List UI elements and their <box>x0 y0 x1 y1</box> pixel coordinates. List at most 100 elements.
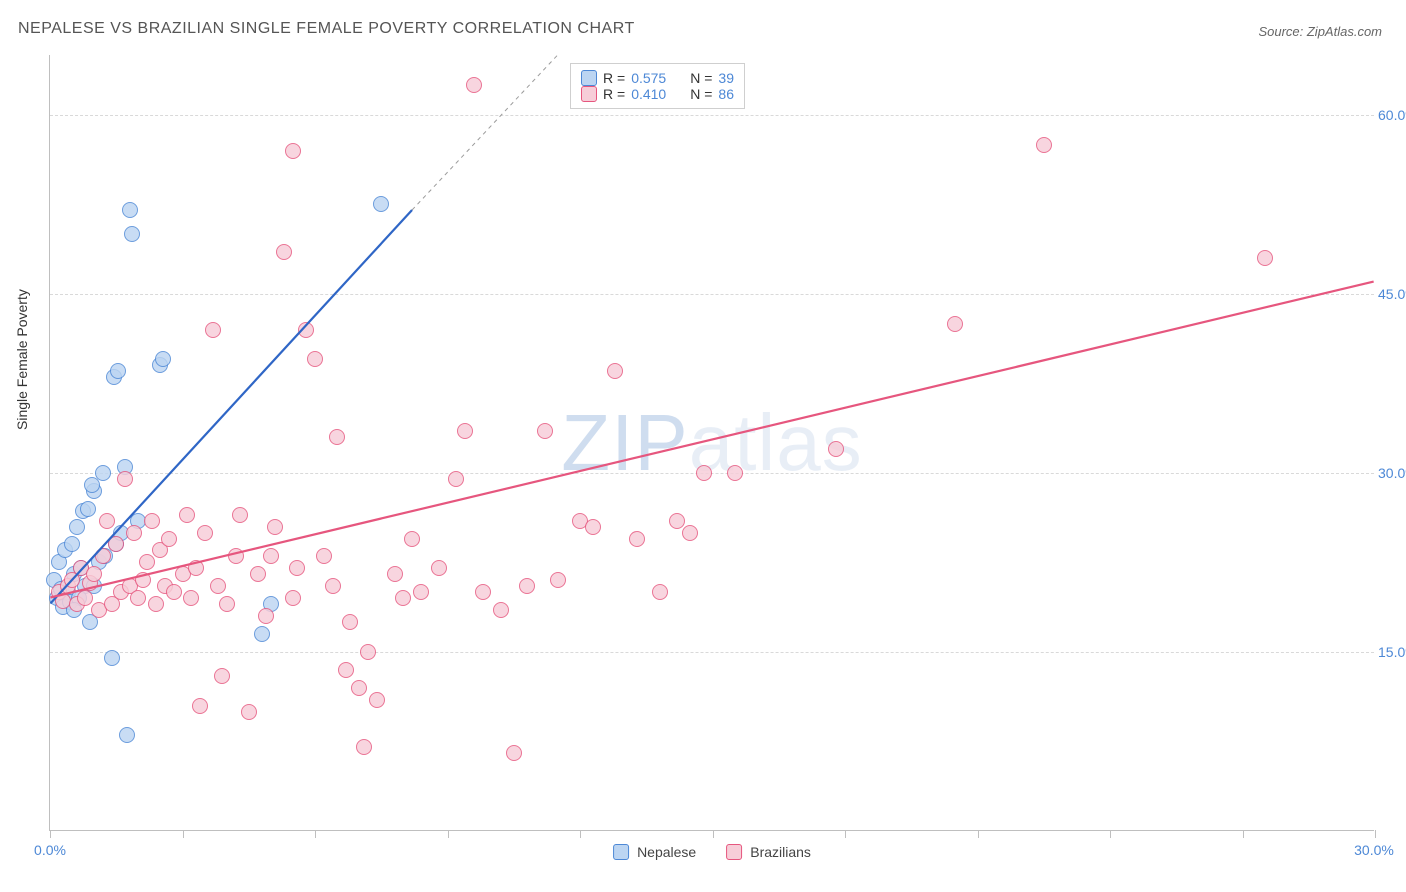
data-point <box>493 602 509 618</box>
gridline <box>50 115 1374 116</box>
data-point <box>828 441 844 457</box>
data-point <box>727 465 743 481</box>
data-point <box>325 578 341 594</box>
data-point <box>607 363 623 379</box>
data-point <box>86 566 102 582</box>
data-point <box>135 572 151 588</box>
data-point <box>276 244 292 260</box>
data-point <box>254 626 270 642</box>
plot-area: ZIPatlas 15.0%30.0%45.0%60.0% R = 0.575N… <box>49 55 1374 831</box>
data-point <box>124 226 140 242</box>
series-legend: Nepalese Brazilians <box>613 844 811 860</box>
data-point <box>669 513 685 529</box>
x-tick <box>1243 830 1244 838</box>
gridline <box>50 473 1374 474</box>
data-point <box>130 590 146 606</box>
data-point <box>457 423 473 439</box>
data-point <box>360 644 376 660</box>
legend-row: R = 0.575N = 39 <box>581 70 734 86</box>
gridline <box>50 652 1374 653</box>
x-tick <box>978 830 979 838</box>
data-point <box>104 650 120 666</box>
data-point <box>1257 250 1273 266</box>
x-tick <box>50 830 51 838</box>
data-point <box>404 531 420 547</box>
data-point <box>122 202 138 218</box>
x-tick <box>580 830 581 838</box>
x-axis-max-label: 30.0% <box>1354 842 1394 858</box>
legend-row: R = 0.410N = 86 <box>581 86 734 102</box>
data-point <box>351 680 367 696</box>
legend-item: Nepalese <box>613 844 696 860</box>
data-point <box>232 507 248 523</box>
data-point <box>80 501 96 517</box>
data-point <box>475 584 491 600</box>
data-point <box>285 590 301 606</box>
legend-item: Brazilians <box>726 844 811 860</box>
data-point <box>77 590 93 606</box>
data-point <box>192 698 208 714</box>
x-tick <box>183 830 184 838</box>
data-point <box>373 196 389 212</box>
data-point <box>285 143 301 159</box>
data-point <box>161 531 177 547</box>
x-tick <box>845 830 846 838</box>
data-point <box>205 322 221 338</box>
data-point <box>250 566 266 582</box>
data-point <box>298 322 314 338</box>
data-point <box>696 465 712 481</box>
data-point <box>210 578 226 594</box>
data-point <box>947 316 963 332</box>
data-point <box>155 351 171 367</box>
data-point <box>119 727 135 743</box>
data-point <box>585 519 601 535</box>
data-point <box>64 536 80 552</box>
data-point <box>329 429 345 445</box>
data-point <box>197 525 213 541</box>
y-axis-title: Single Female Poverty <box>14 289 30 430</box>
data-point <box>144 513 160 529</box>
data-point <box>431 560 447 576</box>
data-point <box>395 590 411 606</box>
data-point <box>342 614 358 630</box>
correlation-legend: R = 0.575N = 39R = 0.410N = 86 <box>570 63 745 109</box>
data-point <box>228 548 244 564</box>
chart-title: NEPALESE VS BRAZILIAN SINGLE FEMALE POVE… <box>18 20 635 38</box>
data-point <box>629 531 645 547</box>
data-point <box>188 560 204 576</box>
data-point <box>369 692 385 708</box>
x-tick <box>713 830 714 838</box>
y-tick-label: 15.0% <box>1378 644 1406 660</box>
data-point <box>387 566 403 582</box>
data-point <box>214 668 230 684</box>
data-point <box>1036 137 1052 153</box>
data-point <box>183 590 199 606</box>
data-point <box>69 519 85 535</box>
data-point <box>550 572 566 588</box>
data-point <box>267 519 283 535</box>
data-point <box>356 739 372 755</box>
data-point <box>519 578 535 594</box>
x-tick <box>1375 830 1376 838</box>
x-tick <box>315 830 316 838</box>
source-attribution: Source: ZipAtlas.com <box>1258 24 1382 39</box>
data-point <box>179 507 195 523</box>
y-tick-label: 30.0% <box>1378 465 1406 481</box>
data-point <box>506 745 522 761</box>
data-point <box>258 608 274 624</box>
data-point <box>117 471 133 487</box>
data-point <box>682 525 698 541</box>
y-tick-label: 45.0% <box>1378 286 1406 302</box>
data-point <box>537 423 553 439</box>
data-point <box>466 77 482 93</box>
x-axis-min-label: 0.0% <box>34 842 66 858</box>
x-tick <box>448 830 449 838</box>
data-point <box>126 525 142 541</box>
watermark: ZIPatlas <box>561 397 862 489</box>
data-point <box>413 584 429 600</box>
data-point <box>338 662 354 678</box>
data-point <box>289 560 305 576</box>
data-point <box>148 596 164 612</box>
data-point <box>652 584 668 600</box>
data-point <box>99 513 115 529</box>
